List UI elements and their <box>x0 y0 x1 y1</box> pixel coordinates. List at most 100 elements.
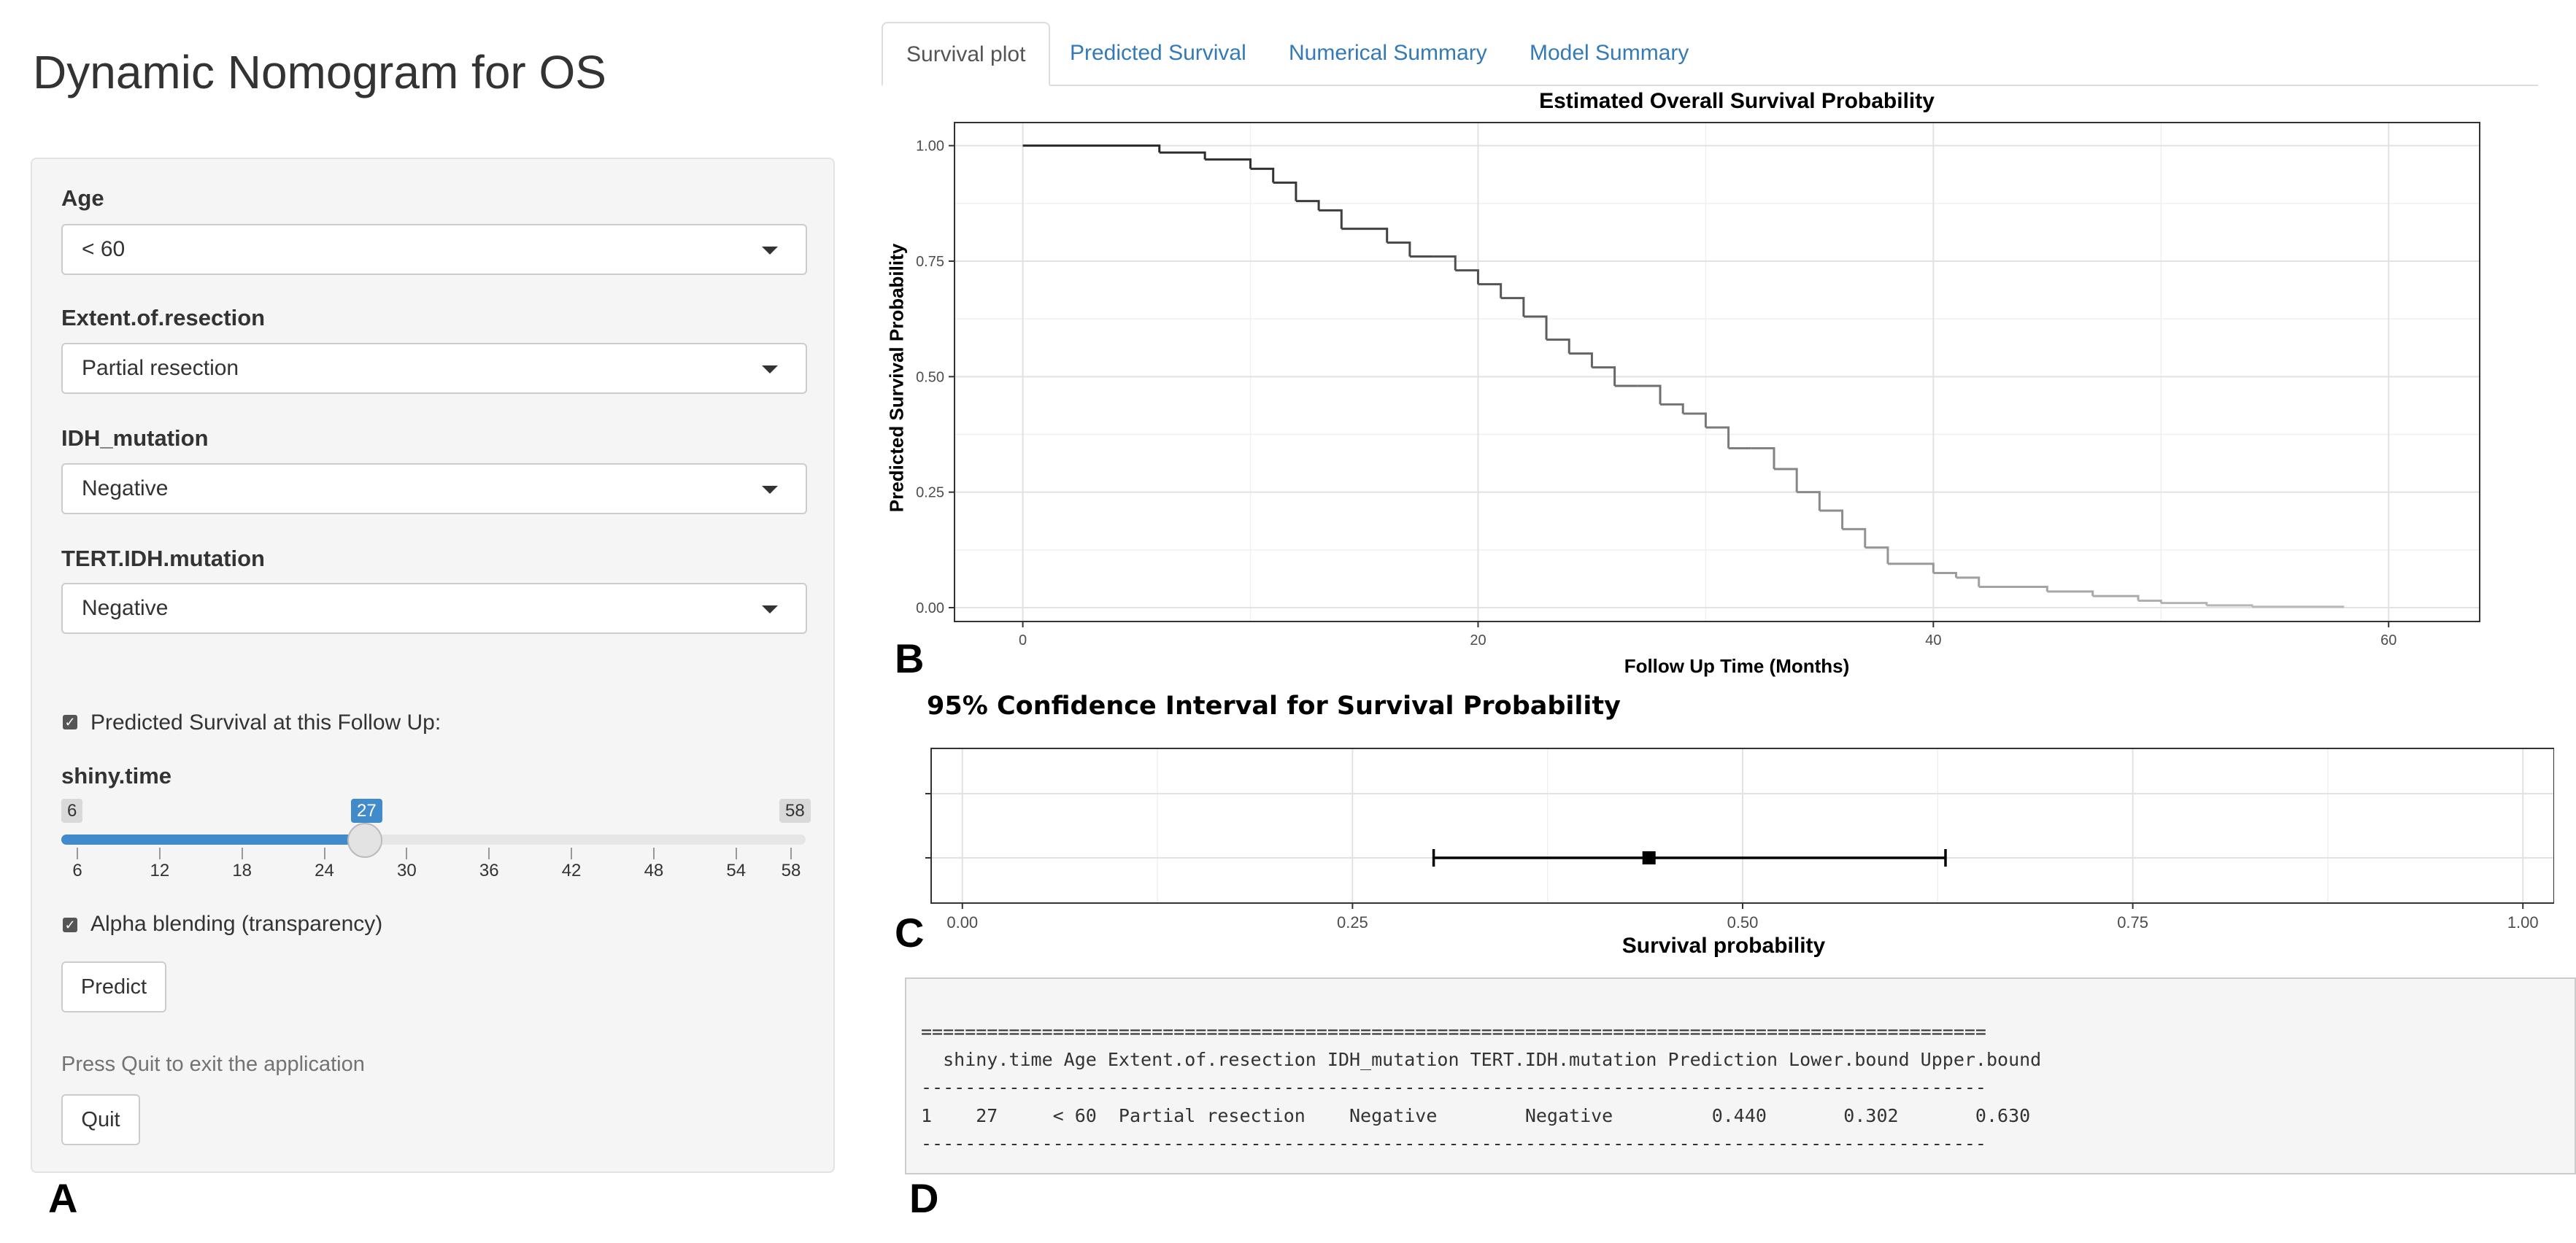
x-tick-label: 0.75 <box>2117 913 2148 932</box>
y-tick-label: 1.00 <box>916 139 944 155</box>
survival-step <box>1956 576 1981 587</box>
predicted-survival-checkbox[interactable]: ✓ <box>63 715 77 729</box>
panel-letter-c: C <box>895 910 925 956</box>
summary-row: 1 27 < 60 Partial resection Negative Neg… <box>921 1105 2031 1126</box>
tab-model-summary[interactable]: Model Summary <box>1530 41 1689 65</box>
age-select-value: < 60 <box>82 237 126 261</box>
slider-tick-label: 42 <box>561 861 582 880</box>
resection-select-value: Partial resection <box>82 356 239 380</box>
x-tick-label: 60 <box>2380 632 2396 648</box>
slider-tick <box>158 848 161 859</box>
quit-help-text: Press Quit to exit the application <box>61 1053 365 1076</box>
slider-tick-label: 30 <box>397 861 417 880</box>
page-title: Dynamic Nomogram for OS <box>33 46 606 98</box>
survival-step <box>1387 241 1411 257</box>
chevron-down-icon <box>762 365 778 373</box>
ci-x-axis-title: Survival probability <box>1621 934 1826 958</box>
idh-select[interactable]: Negative <box>61 463 807 514</box>
summary-rule-top: ========================================… <box>921 1021 1986 1042</box>
slider-tick-label: 6 <box>72 861 82 880</box>
y-tick-label: 0.00 <box>916 600 944 616</box>
x-tick-label: 0.25 <box>1337 913 1368 932</box>
quit-button[interactable]: Quit <box>61 1094 140 1145</box>
slider-max-badge: 58 <box>779 799 811 823</box>
survival-step <box>2252 605 2345 608</box>
ci-chart-title: 95% Confidence Interval for Survival Pro… <box>927 692 1621 721</box>
tert-select[interactable]: Negative <box>61 583 807 634</box>
resection-select[interactable]: Partial resection <box>61 343 807 394</box>
survival-step <box>1341 228 1389 243</box>
survival-step <box>1478 283 1503 298</box>
survival-step <box>2161 602 2208 605</box>
tab-bar <box>882 85 2538 86</box>
predicted-survival-label: Predicted Survival at this Follow Up: <box>90 710 441 735</box>
slider-tick-label: 36 <box>479 861 499 880</box>
tab-survival-plot[interactable]: Survival plot <box>882 22 1051 86</box>
plot-border <box>954 122 2480 622</box>
slider-tick-label: 48 <box>644 861 664 880</box>
x-tick-label: 0.00 <box>946 913 978 932</box>
slider-tick-label: 54 <box>726 861 747 880</box>
survival-step <box>1705 426 1730 449</box>
alpha-blending-label: Alpha blending (transparency) <box>90 912 383 936</box>
slider-tick <box>323 848 325 859</box>
survival-step <box>1546 338 1570 354</box>
survival-chart-title: Estimated Overall Survival Probability <box>1539 89 1935 113</box>
slider-fill <box>61 835 366 845</box>
slider-tick <box>571 848 573 859</box>
slider-tick <box>652 848 655 859</box>
y-tick-label: 0.50 <box>916 369 944 385</box>
x-tick-label: 0.50 <box>1727 913 1759 932</box>
slider-tick <box>735 848 737 859</box>
slider-tick-label: 24 <box>315 861 334 880</box>
slider-tick <box>406 848 408 859</box>
predict-button[interactable]: Predict <box>61 961 166 1012</box>
ci-point-estimate <box>1642 851 1656 864</box>
panel-letter-a: A <box>48 1175 78 1221</box>
age-select[interactable]: < 60 <box>61 224 807 275</box>
age-label: Age <box>61 185 104 211</box>
survival-x-axis-title: Follow Up Time (Months) <box>1624 655 1850 677</box>
slider-tick-label: 58 <box>781 861 801 880</box>
tert-label: TERT.IDH.mutation <box>61 546 265 571</box>
slider-handle[interactable] <box>347 823 382 858</box>
survival-step <box>1819 509 1844 530</box>
survival-step <box>1159 151 1206 160</box>
summary-header: shiny.time Age Extent.of.resection IDH_m… <box>921 1049 2042 1070</box>
alpha-blending-checkbox[interactable]: ✓ <box>63 918 77 932</box>
survival-step <box>1751 447 1775 469</box>
y-tick-label: 0.75 <box>916 254 944 270</box>
chevron-down-icon <box>762 486 778 494</box>
slider-tick-label: 18 <box>232 861 252 880</box>
ci-plot: 0.00 0.25 0.50 0.75 1.00 <box>925 748 2554 932</box>
slider-tick <box>488 848 490 859</box>
survival-step <box>1933 572 1958 578</box>
panel-letter-b: B <box>895 635 925 681</box>
y-tick-label: 0.25 <box>916 485 944 501</box>
survival-step <box>1864 546 1889 564</box>
slider-tick-label: 12 <box>150 861 170 880</box>
x-tick-label: 1.00 <box>2507 913 2539 932</box>
tab-numerical-summary[interactable]: Numerical Summary <box>1289 41 1487 65</box>
slider-value-badge: 27 <box>351 799 382 823</box>
plot-border <box>930 748 2554 904</box>
survival-step <box>1569 352 1593 368</box>
survival-step <box>1683 412 1707 427</box>
survival-step <box>1637 384 1662 405</box>
survival-plot: 0 20 40 60 0.00 0.25 0.50 0.75 1.00 <box>916 122 2480 648</box>
plot-background <box>955 123 2480 622</box>
slider-tick <box>241 848 243 859</box>
tert-select-value: Negative <box>82 596 169 620</box>
x-tick-label: 40 <box>1925 632 1941 648</box>
survival-step <box>1887 562 1935 573</box>
slider-min-badge: 6 <box>61 799 83 823</box>
summary-dash-bottom: ----------------------------------------… <box>921 1133 1986 1154</box>
survival-step <box>1022 144 1161 153</box>
survival-step <box>1250 167 1275 183</box>
survival-step <box>1205 158 1252 169</box>
tab-predicted-survival[interactable]: Predicted Survival <box>1070 41 1246 65</box>
survival-step <box>1500 297 1525 317</box>
survival-step <box>1978 586 2048 592</box>
survival-step <box>1319 209 1343 229</box>
summary-dash-top: ----------------------------------------… <box>921 1077 1986 1098</box>
